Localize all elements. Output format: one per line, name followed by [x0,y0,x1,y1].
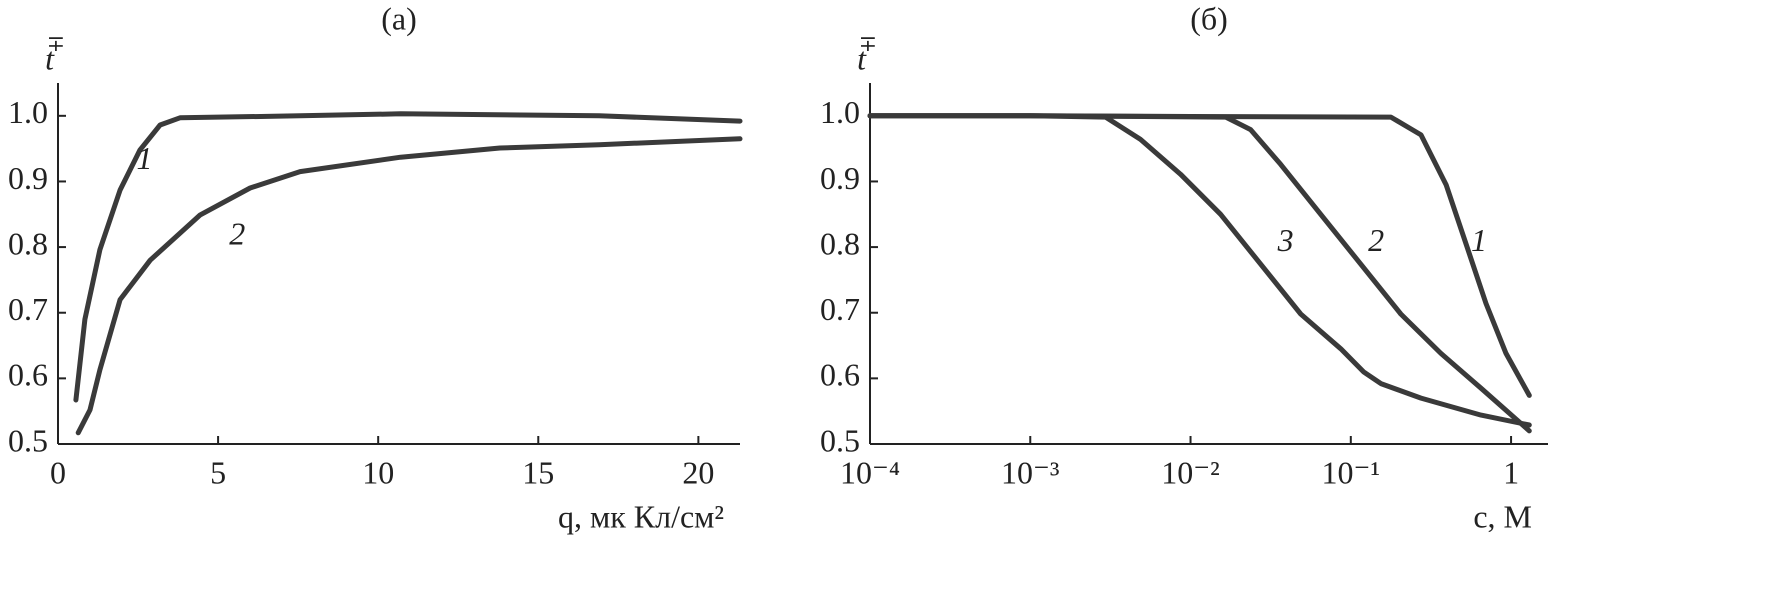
y-tick-label: 0.5 [8,422,48,458]
y-tick-label: 1.0 [8,94,48,130]
x-tick-label: 20 [682,454,714,490]
y-tick-label: 0.7 [8,291,48,327]
x-tick-label: 10 [362,454,394,490]
x-axis-label: c, M [1473,498,1532,534]
curve [867,113,1532,434]
curve-label: 2 [1368,222,1384,258]
x-tick-label: 5 [210,454,226,490]
x-axis-label: q, мк Кл/см² [558,498,724,534]
y-axis-label: t [45,40,55,76]
y-axis-label-superscript: ∓ [47,31,65,56]
y-axis-label-superscript: ∓ [859,31,877,56]
x-tick-label: 10⁻⁴ [840,454,900,490]
panel-title: (б) [1190,0,1228,36]
y-tick-label: 0.8 [8,225,48,261]
panel-title: (a) [381,0,417,36]
y-axis-label: t [857,40,867,76]
x-tick-label: 10⁻² [1161,454,1219,490]
y-tick-label: 0.8 [820,225,860,261]
curve [867,113,1532,398]
curve-label: 3 [1277,222,1294,258]
y-tick-label: 0.6 [820,357,860,393]
x-tick-label: 0 [50,454,66,490]
x-tick-label: 1 [1503,454,1519,490]
y-tick-label: 1.0 [820,94,860,130]
curve-label: 2 [229,216,245,252]
x-tick-label: 10⁻³ [1001,454,1059,490]
y-tick-label: 0.6 [8,357,48,393]
curve-label: 1 [136,140,152,176]
x-tick-label: 10⁻¹ [1322,454,1380,490]
y-tick-label: 0.7 [820,291,860,327]
curve [867,113,1532,428]
x-tick-label: 15 [522,454,554,490]
curve [75,136,743,436]
curve [73,111,743,403]
curve-label: 1 [1471,222,1487,258]
y-tick-label: 0.9 [8,160,48,196]
y-tick-label: 0.9 [820,160,860,196]
y-tick-label: 0.5 [820,422,860,458]
